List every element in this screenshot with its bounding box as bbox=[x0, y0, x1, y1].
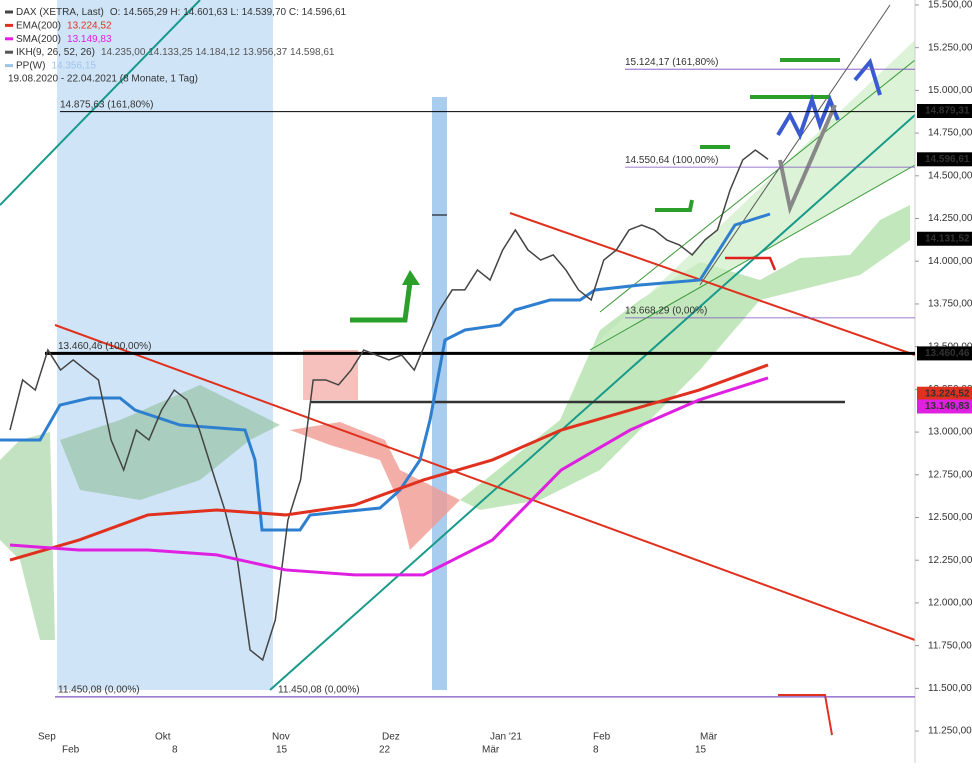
level-label: 11.450,08 (0,00%) bbox=[278, 685, 360, 696]
cloud bbox=[60, 385, 280, 500]
legend-swatch bbox=[5, 64, 13, 68]
legend-info: 14.235,00 14.133,25 14.184,12 13.956,37 … bbox=[101, 47, 335, 58]
legend-name: SMA(200) bbox=[16, 33, 61, 44]
scenario-arrow bbox=[853, 57, 882, 96]
cloud bbox=[460, 205, 910, 510]
y-tick-label: 11.500,00 bbox=[928, 683, 972, 694]
arrow bbox=[655, 199, 694, 212]
x-tick-label: Okt bbox=[155, 732, 171, 743]
arrow bbox=[725, 256, 777, 271]
decorations bbox=[0, 0, 916, 763]
x-tick-label: 15 bbox=[695, 745, 707, 756]
y-tick-label: 11.750,00 bbox=[928, 640, 972, 651]
arrow-head bbox=[402, 270, 420, 285]
price-tag-label: 14.879,31 bbox=[925, 106, 970, 117]
y-tick-label: 13.000,00 bbox=[928, 427, 972, 438]
legend-info: 13.149,83 bbox=[67, 33, 112, 44]
cloud bbox=[0, 432, 55, 640]
trendline bbox=[509, 212, 916, 356]
price-tag-label: 13.149,83 bbox=[925, 401, 970, 412]
price-tag-label: 14.596,61 bbox=[925, 154, 970, 165]
level-label: 11.450,08 (0,00%) bbox=[58, 685, 140, 696]
y-tick-label: 11.250,00 bbox=[928, 726, 972, 737]
legend-entry: IKH(9, 26, 52, 26) 14.235,00 14.133,25 14… bbox=[16, 47, 335, 58]
legend-name: PP(W) bbox=[16, 60, 45, 71]
channel-line bbox=[599, 59, 916, 313]
x-tick-label: Mär bbox=[482, 745, 500, 756]
x-tick-label: 8 bbox=[172, 745, 178, 756]
y-tick-label: 12.250,00 bbox=[928, 555, 972, 566]
legend-name: DAX (XETRA, Last) bbox=[16, 7, 104, 18]
price-tag-label: 13.224,52 bbox=[925, 388, 970, 399]
price-tag-label: 14.131,52 bbox=[925, 233, 970, 244]
y-tick-label: 12.000,00 bbox=[928, 598, 972, 609]
legend-name: EMA(200) bbox=[16, 20, 61, 31]
y-tick-label: 12.500,00 bbox=[928, 512, 972, 523]
legend-swatch bbox=[5, 23, 13, 27]
x-tick-label: 15 bbox=[276, 745, 288, 756]
legend-entry: SMA(200) 13.149,83 bbox=[16, 33, 112, 44]
y-tick-label: 15.250,00 bbox=[928, 42, 972, 53]
legend-name: IKH(9, 26, 52, 26) bbox=[16, 47, 95, 58]
y-tick-label: 14.000,00 bbox=[928, 256, 972, 267]
price-tag bbox=[917, 399, 972, 414]
legend-entry: DAX (XETRA, Last) O: 14.565,29 H: 14.601,… bbox=[16, 7, 347, 18]
x-tick-label: Feb bbox=[593, 732, 611, 743]
price-tag bbox=[917, 231, 972, 246]
x-tick-label: Feb bbox=[62, 745, 80, 756]
price-tag-label: 13.460,46 bbox=[925, 348, 970, 359]
legend-info: 14.356,15 bbox=[51, 60, 96, 71]
y-tick-label: 14.250,00 bbox=[928, 213, 972, 224]
level-label: 14.875,63 (161,80%) bbox=[60, 99, 153, 110]
level-label: 13.460,46 (100,00%) bbox=[58, 341, 151, 352]
y-tick-label: 14.500,00 bbox=[928, 170, 972, 181]
series-line bbox=[9, 376, 769, 577]
y-tick-label: 12.750,00 bbox=[928, 469, 972, 480]
price-tag bbox=[917, 103, 972, 118]
x-tick-label: Mär bbox=[700, 732, 718, 743]
x-tick-label: 8 bbox=[593, 745, 599, 756]
arrow bbox=[778, 694, 833, 736]
y-tick-label: 15.000,00 bbox=[928, 85, 972, 96]
legend-swatch bbox=[5, 10, 13, 14]
x-tick-label: Jan '21 bbox=[490, 732, 522, 743]
highlight-band bbox=[57, 0, 273, 690]
x-tick-label: Nov bbox=[272, 732, 290, 743]
level-label: 13.668,29 (0,00%) bbox=[625, 306, 707, 317]
legend: 19.08.2020 - 22.04.2021 (8 Monate, 1 Tag… bbox=[5, 7, 347, 85]
arrow bbox=[350, 281, 413, 323]
scenario-arrow bbox=[776, 93, 840, 141]
legend-info: O: 14.565,29 H: 14.601,63 L: 14.539,70 C… bbox=[110, 7, 347, 18]
price-tag bbox=[917, 152, 972, 167]
y-tick-label: 13.750,00 bbox=[928, 299, 972, 310]
series-line bbox=[9, 363, 769, 562]
x-tick-label: Dez bbox=[382, 732, 400, 743]
trendline bbox=[0, 0, 201, 206]
y-tick-label: 14.750,00 bbox=[928, 128, 972, 139]
trendline bbox=[699, 4, 891, 286]
level-label: 14.550,64 (100,00%) bbox=[625, 155, 718, 166]
x-tick-label: 22 bbox=[379, 745, 391, 756]
legend-entry: PP(W) 14.356,15 bbox=[16, 60, 96, 71]
channel bbox=[590, 40, 915, 350]
legend-swatch bbox=[5, 50, 13, 54]
cloud bbox=[290, 422, 460, 550]
scenario-arrow bbox=[778, 104, 837, 215]
legend-entry: EMA(200) 13.224,52 bbox=[16, 20, 112, 31]
cloud bbox=[303, 350, 358, 400]
trendline bbox=[54, 324, 916, 641]
price-tag bbox=[917, 386, 972, 401]
x-tick-label: Sep bbox=[38, 732, 56, 743]
price-tag bbox=[917, 346, 972, 361]
y-tick-label: 15.500,00 bbox=[928, 0, 972, 11]
legend-swatch bbox=[5, 37, 13, 41]
series-line bbox=[9, 149, 769, 662]
period: 19.08.2020 - 22.04.2021 (8 Monate, 1 Tag… bbox=[8, 74, 198, 85]
legend-info: 13.224,52 bbox=[67, 20, 112, 31]
level-label: 15.124,17 (161,80%) bbox=[625, 57, 718, 68]
